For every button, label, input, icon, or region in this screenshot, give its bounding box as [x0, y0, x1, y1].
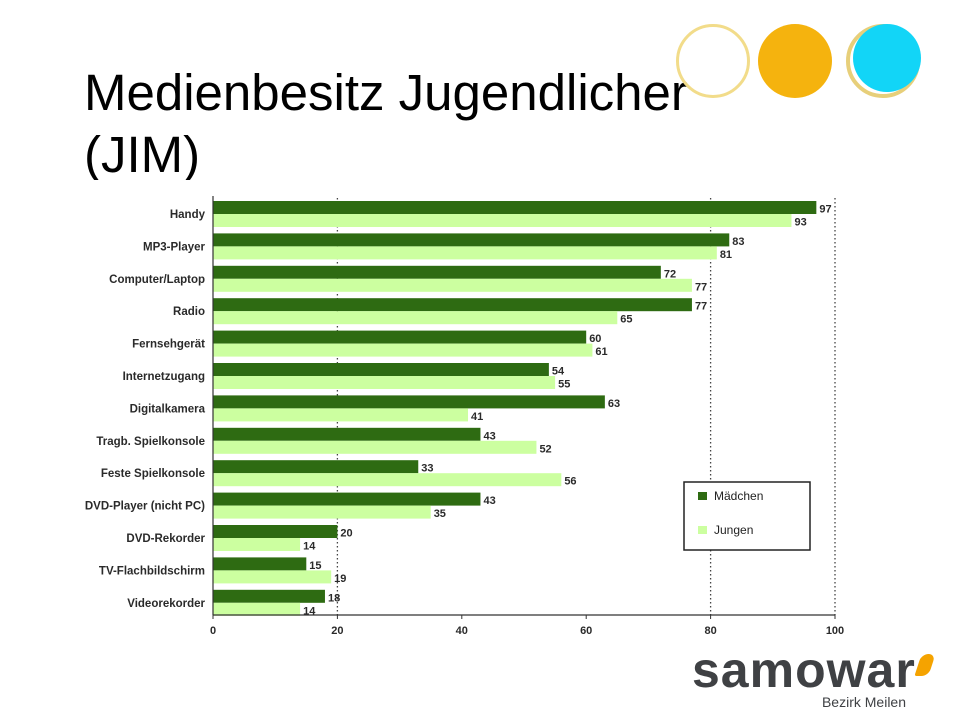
data-label: 65 [620, 314, 632, 326]
bar-maedchen [213, 492, 481, 506]
bar-maedchen [213, 233, 730, 247]
bar-jungen [213, 570, 332, 584]
category-label: Handy [170, 209, 206, 221]
data-label: 35 [434, 508, 446, 520]
chart-image: Handy 97 93 MP3-Player 83 81 Computer/Laptop 72… [60, 185, 860, 640]
category-label: MP3-Player [143, 241, 206, 253]
bar-jungen [213, 376, 556, 389]
category-label: Computer/Laptop [109, 274, 205, 286]
decor-circle-cyan [853, 24, 921, 92]
category-label: TV-Flachbildschirm [99, 565, 205, 577]
legend-swatch [698, 492, 707, 500]
logo-subtitle: Bezirk Meilen [821, 694, 906, 710]
data-label: 54 [552, 366, 565, 378]
bar-maedchen [213, 201, 817, 214]
data-label: 18 [328, 592, 340, 604]
legend-label: Mädchen [714, 489, 763, 503]
bar-jungen [213, 311, 618, 325]
data-label: 33 [421, 463, 433, 475]
bar-jungen [213, 602, 301, 616]
bar-jungen [213, 440, 537, 454]
category-label: Radio [173, 306, 205, 318]
category-label: DVD-Player (nicht PC) [85, 501, 205, 513]
x-tick-label: 80 [704, 625, 716, 637]
bar-maedchen [213, 330, 587, 344]
data-label: 41 [471, 411, 483, 423]
data-label: 15 [309, 560, 321, 572]
data-label: 93 [794, 217, 806, 229]
bar-maedchen [213, 395, 605, 409]
category-label: DVD-Rekorder [126, 533, 205, 545]
data-label: 81 [720, 249, 732, 261]
category-label: Feste Spielkonsole [101, 468, 205, 480]
bar-maedchen [213, 460, 419, 474]
data-label: 77 [695, 281, 707, 293]
data-label: 52 [539, 443, 551, 455]
legend-box [683, 481, 811, 551]
bar-jungen [213, 505, 431, 519]
bar-maedchen [213, 525, 338, 538]
data-label: 97 [819, 204, 831, 216]
bar-jungen [213, 473, 562, 487]
bar-jungen [213, 214, 792, 227]
category-label: Fernsehgerät [132, 339, 205, 351]
bar-jungen [213, 538, 301, 551]
category-label: Videorekorder [127, 598, 205, 610]
x-tick-label: 0 [210, 625, 216, 637]
category-label: Tragb. Spielkonsole [96, 436, 205, 448]
samowar-logo: samowar Bezirk Meilen [692, 642, 942, 712]
data-label: 14 [303, 541, 316, 553]
data-label: 61 [595, 346, 607, 358]
data-label: 60 [589, 333, 601, 345]
legend-label: Jungen [714, 523, 753, 537]
bar-maedchen [213, 589, 325, 603]
x-tick-label: 40 [456, 625, 468, 637]
x-tick-label: 20 [331, 625, 343, 637]
data-label: 83 [732, 236, 744, 248]
bar-jungen [213, 408, 469, 422]
bar-maedchen [213, 427, 481, 441]
legend-swatch [698, 526, 707, 534]
x-tick-label: 100 [826, 625, 844, 637]
slide-title: Medienbesitz Jugendlicher (JIM) [84, 64, 688, 180]
bar-maedchen [213, 298, 692, 312]
bar-jungen [213, 343, 593, 357]
data-label: 43 [483, 495, 495, 507]
data-label: 20 [340, 528, 352, 540]
bar-maedchen [213, 557, 307, 571]
bar-jungen [213, 246, 717, 260]
decor-circle-outline-yellow [676, 24, 750, 98]
bar-maedchen [213, 265, 661, 279]
data-label: 56 [564, 476, 576, 488]
category-label: Internetzugang [123, 371, 205, 383]
data-label: 72 [664, 268, 676, 280]
data-label: 55 [558, 379, 570, 391]
logo-comma-mark [914, 654, 936, 676]
bar-jungen [213, 278, 692, 292]
bar-maedchen [213, 363, 549, 376]
decor-circle-yellow [758, 24, 832, 98]
data-label: 19 [334, 573, 346, 585]
data-label: 14 [303, 605, 316, 617]
data-label: 63 [608, 398, 620, 410]
category-label: Digitalkamera [130, 403, 206, 415]
data-label: 43 [483, 430, 495, 442]
logo-wordmark: samowar [692, 642, 916, 698]
data-label: 77 [695, 301, 707, 313]
x-tick-label: 60 [580, 625, 592, 637]
